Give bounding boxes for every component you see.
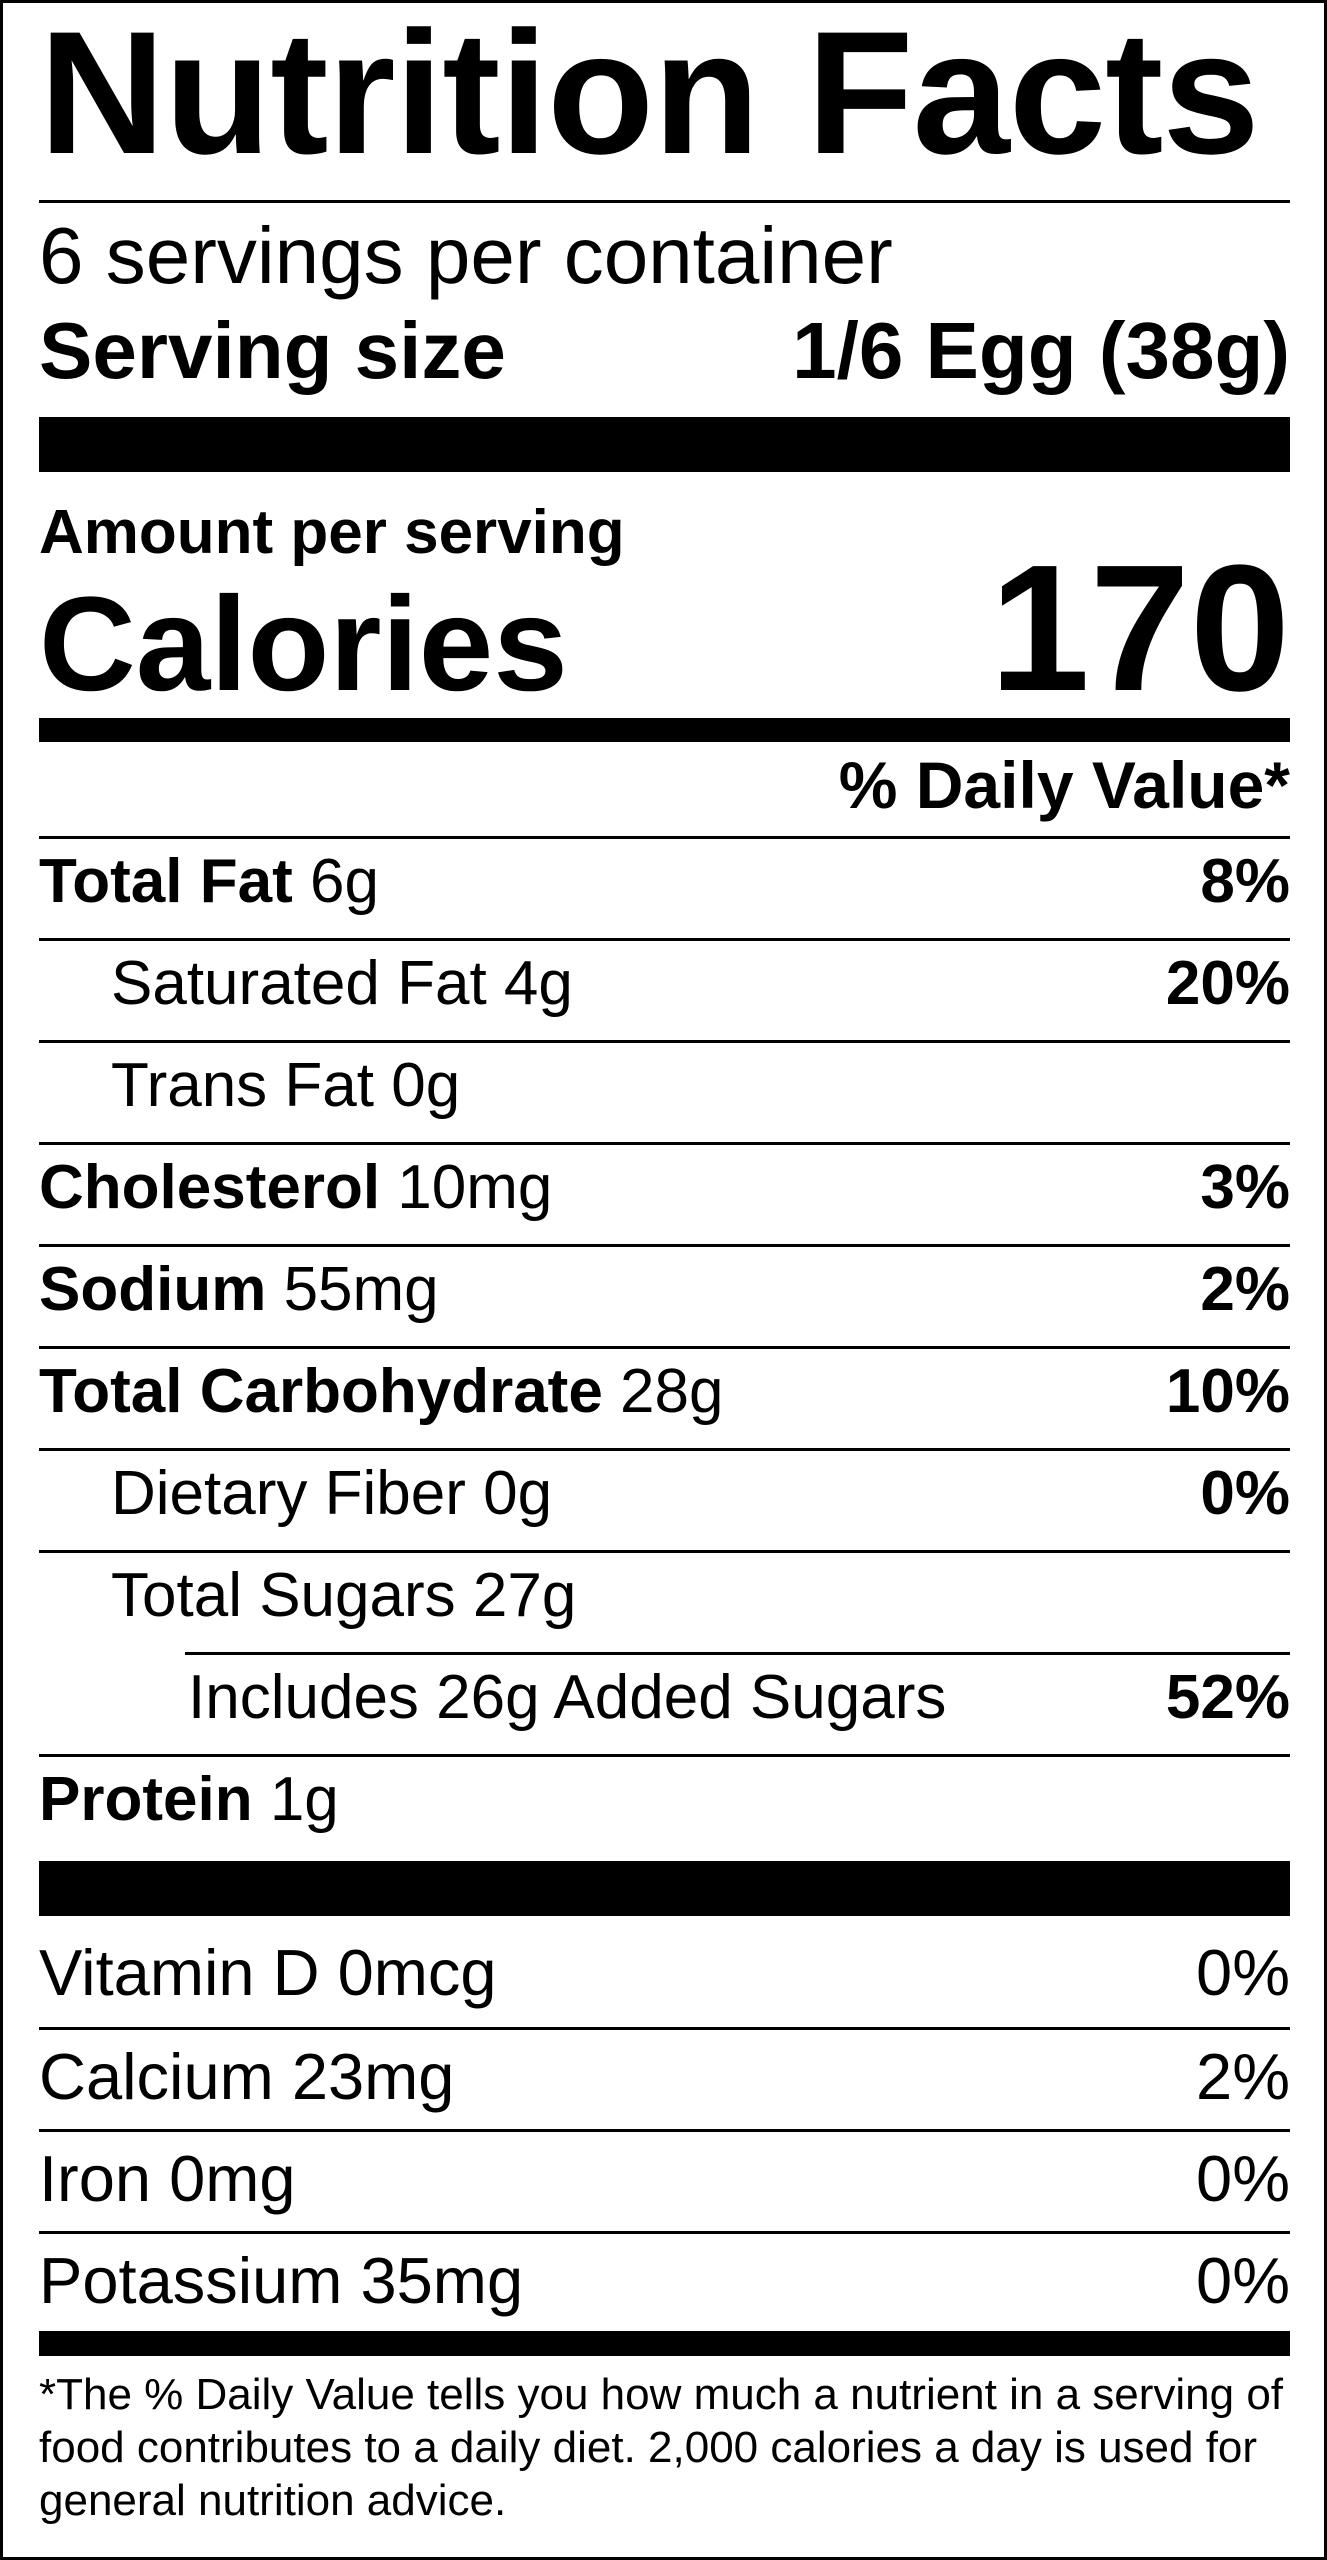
nutrient-dv: 2% <box>1200 1255 1290 1324</box>
amount-per-serving: Amount per serving <box>39 498 625 567</box>
nutrient-dv: 20% <box>1165 949 1290 1018</box>
nutrient-name: Sodium <box>39 1255 267 1324</box>
nutrient-amount: 6g <box>309 847 379 916</box>
nutrient-row-total-carbohydrate: Total Carbohydrate 28g 10% <box>39 1349 1290 1451</box>
nutrient-row-total-fat: Total Fat 6g 8% <box>39 839 1290 941</box>
nutrient-row-saturated-fat: Saturated Fat 4g 20% <box>39 941 1290 1043</box>
thick-divider <box>39 417 1290 472</box>
nutrient-name: Dietary Fiber <box>111 1459 466 1528</box>
nutrient-amount: 1g <box>269 1765 339 1834</box>
vitamin-dv: 0% <box>1196 2142 1290 2215</box>
nutrient-dv: 0% <box>1200 1459 1290 1528</box>
nutrient-row-dietary-fiber: Dietary Fiber 0g 0% <box>39 1451 1290 1553</box>
medium-divider <box>39 2331 1290 2356</box>
vitamin-dv: 0% <box>1196 1936 1290 2009</box>
vitamin-row-calcium: Calcium 23mg 2% <box>39 2030 1290 2132</box>
daily-value-header: % Daily Value* <box>838 748 1290 822</box>
nutrient-row-added-sugars: Includes 26g Added Sugars 52% <box>39 1655 1290 1757</box>
divider <box>39 200 1290 203</box>
nutrient-amount: 27g <box>472 1561 577 1630</box>
vitamin-text: Potassium 35mg <box>39 2244 524 2317</box>
vitamin-text: Calcium 23mg <box>39 2040 455 2113</box>
serving-size-value: 1/6 Egg (38g) <box>792 306 1290 395</box>
footnote: *The % Daily Value tells you how much a … <box>39 2370 1284 2525</box>
nutrient-name: Total Fat <box>39 847 293 916</box>
nutrient-amount: 0g <box>391 1051 461 1120</box>
nutrient-name: Saturated Fat <box>111 949 487 1018</box>
nutrient-name: Trans Fat <box>111 1051 374 1120</box>
nutrient-dv: 52% <box>1165 1663 1290 1732</box>
vitamin-text: Iron 0mg <box>39 2142 296 2215</box>
nutrient-dv: 10% <box>1165 1357 1290 1426</box>
vitamin-text: Vitamin D 0mcg <box>39 1936 497 2009</box>
nutrient-name: Total Carbohydrate <box>39 1357 603 1426</box>
nutrient-row-protein: Protein 1g <box>39 1757 1290 1861</box>
calories-label: Calories <box>39 570 568 719</box>
calories-value: 170 <box>989 528 1290 729</box>
medium-divider <box>39 718 1290 742</box>
label-title: Nutrition Facts <box>39 0 1260 191</box>
servings-per-container: 6 servings per container <box>39 211 893 300</box>
thick-divider <box>39 1861 1290 1916</box>
vitamin-dv: 2% <box>1196 2040 1290 2113</box>
nutrient-name: Total Sugars <box>111 1561 456 1630</box>
calories-row: Calories 170 <box>39 539 1290 719</box>
nutrient-row-sodium: Sodium 55mg 2% <box>39 1247 1290 1349</box>
vitamin-row-potassium: Potassium 35mg 0% <box>39 2234 1290 2331</box>
nutrient-dv: 8% <box>1200 847 1290 916</box>
vitamin-row-iron: Iron 0mg 0% <box>39 2132 1290 2234</box>
nutrient-amount: 10mg <box>397 1153 553 1222</box>
nutrient-row-cholesterol: Cholesterol 10mg 3% <box>39 1145 1290 1247</box>
nutrient-row-total-sugars: Total Sugars 27g <box>39 1553 1290 1655</box>
nutrient-amount: 28g <box>620 1357 724 1426</box>
nutrient-dv: 3% <box>1200 1153 1290 1222</box>
serving-size-label: Serving size <box>39 306 506 395</box>
nutrition-facts-panel: Nutrition Facts 6 servings per container… <box>39 0 1290 2527</box>
vitamin-row-vitamin-d: Vitamin D 0mcg 0% <box>39 1916 1290 2030</box>
nutrient-name: Includes 26g Added Sugars <box>188 1663 947 1732</box>
nutrient-amount: 4g <box>503 949 573 1018</box>
divider <box>39 836 1290 839</box>
nutrient-name: Protein <box>39 1765 253 1834</box>
nutrient-name: Cholesterol <box>39 1153 381 1222</box>
serving-size: Serving size 1/6 Egg (38g) <box>39 311 1290 391</box>
nutrient-amount: 0g <box>483 1459 553 1528</box>
nutrient-row-trans-fat: Trans Fat 0g <box>39 1043 1290 1145</box>
vitamin-dv: 0% <box>1196 2244 1290 2317</box>
nutrient-amount: 55mg <box>283 1255 439 1324</box>
